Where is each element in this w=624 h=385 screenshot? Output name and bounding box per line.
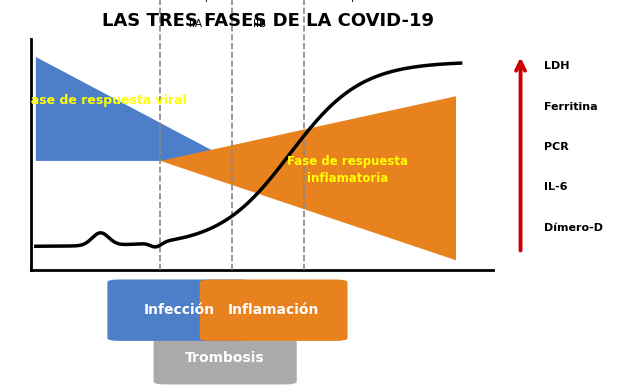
Polygon shape — [36, 57, 232, 161]
FancyBboxPatch shape — [200, 280, 348, 341]
Text: IIB: IIB — [253, 19, 266, 29]
Text: LAS TRES FASES DE LA COVID-19: LAS TRES FASES DE LA COVID-19 — [102, 12, 434, 30]
Text: IL-6: IL-6 — [544, 182, 568, 192]
Text: LDH: LDH — [544, 61, 570, 71]
Text: IIA: IIA — [188, 19, 202, 29]
Polygon shape — [160, 96, 456, 260]
Text: Infección: Infección — [144, 303, 215, 317]
FancyBboxPatch shape — [107, 280, 250, 341]
Text: Fase de infección: Fase de infección — [35, 0, 120, 2]
Text: Trombosis: Trombosis — [185, 351, 265, 365]
Text: Tiempo: Tiempo — [210, 286, 259, 299]
Text: Ferritina: Ferritina — [544, 102, 598, 112]
Text: PCR: PCR — [544, 142, 569, 152]
Text: Inflamación: Inflamación — [228, 303, 319, 317]
Text: Fase pulmonar: Fase pulmonar — [180, 0, 252, 2]
Text: Fase de respuesta
inflamatoria: Fase de respuesta inflamatoria — [287, 155, 408, 185]
FancyBboxPatch shape — [154, 332, 297, 385]
Text: Fase de respuesta viral: Fase de respuesta viral — [23, 94, 187, 107]
Text: Fase de hiperinflamación: Fase de hiperinflamación — [303, 0, 425, 2]
Text: Dímero-D: Dímero-D — [544, 223, 603, 233]
